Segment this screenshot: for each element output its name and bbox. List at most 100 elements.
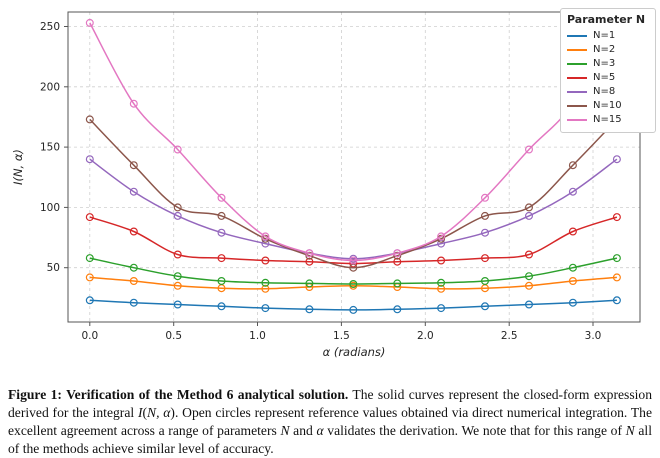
- data-point-marker: [261, 278, 270, 287]
- series-line-N=2: [89, 276, 617, 290]
- data-point-marker: [85, 18, 94, 27]
- x-tick-label: 1.0: [249, 330, 266, 342]
- caption-segment: α: [316, 422, 324, 438]
- legend-entry-N=10: N=10: [567, 99, 649, 112]
- legend-entry-N=3: N=3: [567, 57, 649, 70]
- data-point-marker: [305, 257, 314, 266]
- data-point-marker: [481, 211, 490, 220]
- data-point-marker: [481, 254, 490, 263]
- legend-entries: N=1 N=2 N=3 N=5 N=8 N=10 N=15: [567, 29, 649, 126]
- legend-title: Parameter N: [567, 13, 646, 26]
- x-tick-label: 2.5: [501, 330, 518, 342]
- y-tick-label: 250: [40, 21, 60, 33]
- legend-label: N=3: [593, 58, 616, 69]
- data-point-marker: [173, 300, 182, 309]
- data-point-marker: [217, 193, 226, 202]
- caption-segment: ): [170, 404, 175, 420]
- x-tick-label: 2.0: [417, 330, 434, 342]
- legend-line-swatch: [567, 104, 587, 107]
- figure-plot: 0.0 0.5 1.0 1.5 2.0 2.5 3.0 50 100 150 200 250 α (ra…: [11, 8, 656, 359]
- plot-background: [68, 12, 640, 322]
- caption-segment: Verification of the Method 6 analytical …: [66, 387, 349, 402]
- data-point-marker: [261, 256, 270, 265]
- legend-label: N=1: [593, 30, 616, 41]
- legend-label: N=15: [593, 114, 622, 125]
- data-point-marker: [568, 187, 577, 196]
- y-axis-label: I(N, α): [11, 149, 25, 185]
- data-point-marker: [437, 232, 446, 241]
- series-line-N=1: [89, 299, 617, 311]
- legend-line-swatch: [567, 90, 587, 93]
- data-point-marker: [437, 284, 446, 293]
- y-tick-label: 200: [40, 81, 60, 93]
- data-point-marker: [173, 250, 182, 259]
- x-axis-label: α (radians): [323, 345, 386, 359]
- legend-label: N=8: [593, 86, 616, 97]
- data-point-marker: [173, 211, 182, 220]
- data-point-marker: [305, 249, 314, 258]
- data-point-marker: [524, 300, 533, 309]
- data-point-marker: [612, 213, 621, 222]
- x-tick-label: 0.0: [81, 330, 98, 342]
- data-point-marker: [85, 273, 94, 282]
- data-point-marker: [612, 155, 621, 164]
- data-point-marker: [393, 279, 402, 288]
- data-point-marker: [129, 227, 138, 236]
- series-line-N=15: [89, 22, 618, 262]
- y-tick-label: 150: [40, 142, 60, 154]
- data-point-marker: [173, 203, 182, 212]
- data-point-marker: [612, 296, 621, 305]
- data-point-marker: [481, 228, 490, 237]
- data-point-marker: [85, 115, 94, 124]
- y-tick-label: 50: [47, 262, 60, 274]
- data-point-marker: [524, 203, 533, 212]
- data-point-marker: [393, 257, 402, 266]
- data-point-marker: [481, 193, 490, 202]
- data-point-marker: [524, 272, 533, 281]
- legend-entry-N=15: N=15: [567, 113, 649, 126]
- data-point-marker: [217, 277, 226, 286]
- data-point-marker: [524, 281, 533, 290]
- data-point-marker: [129, 99, 138, 108]
- data-point-marker: [393, 251, 402, 260]
- data-point-marker: [261, 304, 270, 313]
- data-point-marker: [173, 281, 182, 290]
- data-point-marker: [129, 277, 138, 286]
- data-point-marker: [217, 211, 226, 220]
- data-point-marker: [129, 161, 138, 170]
- data-point-marker: [217, 254, 226, 263]
- data-point-marker: [305, 305, 314, 314]
- line-chart: 0.0 0.5 1.0 1.5 2.0 2.5 3.0 50 100 150 200 250 α (ra…: [11, 11, 641, 359]
- legend-label: N=5: [593, 72, 616, 83]
- data-point-marker: [524, 211, 533, 220]
- caption-segment: (: [142, 404, 147, 420]
- data-point-marker: [217, 302, 226, 311]
- series-line-N=3: [89, 257, 618, 285]
- data-point-marker: [437, 304, 446, 313]
- data-point-marker: [261, 232, 270, 241]
- legend-label: N=10: [593, 100, 622, 111]
- data-point-marker: [85, 213, 94, 222]
- data-point-marker: [568, 263, 577, 272]
- data-point-marker: [305, 279, 314, 288]
- data-point-marker: [393, 305, 402, 314]
- x-tick-label: 0.5: [165, 330, 182, 342]
- data-point-marker: [524, 145, 533, 154]
- series-line-N=10: [89, 118, 618, 269]
- caption-segment: Figure 1:: [8, 387, 67, 402]
- legend-label: N=2: [593, 44, 616, 55]
- legend-entry-N=5: N=5: [567, 71, 649, 84]
- data-point-marker: [481, 277, 490, 286]
- series-line-N=8: [89, 158, 618, 260]
- data-point-marker: [129, 298, 138, 307]
- data-point-marker: [568, 298, 577, 307]
- caption-segment: N: [625, 422, 635, 438]
- data-point-marker: [85, 296, 94, 305]
- data-point-marker: [568, 227, 577, 236]
- data-point-marker: [393, 249, 402, 258]
- data-point-marker: [612, 273, 621, 282]
- data-point-marker: [612, 254, 621, 263]
- data-point-marker: [568, 161, 577, 170]
- caption-segment: validates the derivation. We note that f…: [323, 422, 626, 438]
- caption-segment: N, α: [147, 404, 171, 420]
